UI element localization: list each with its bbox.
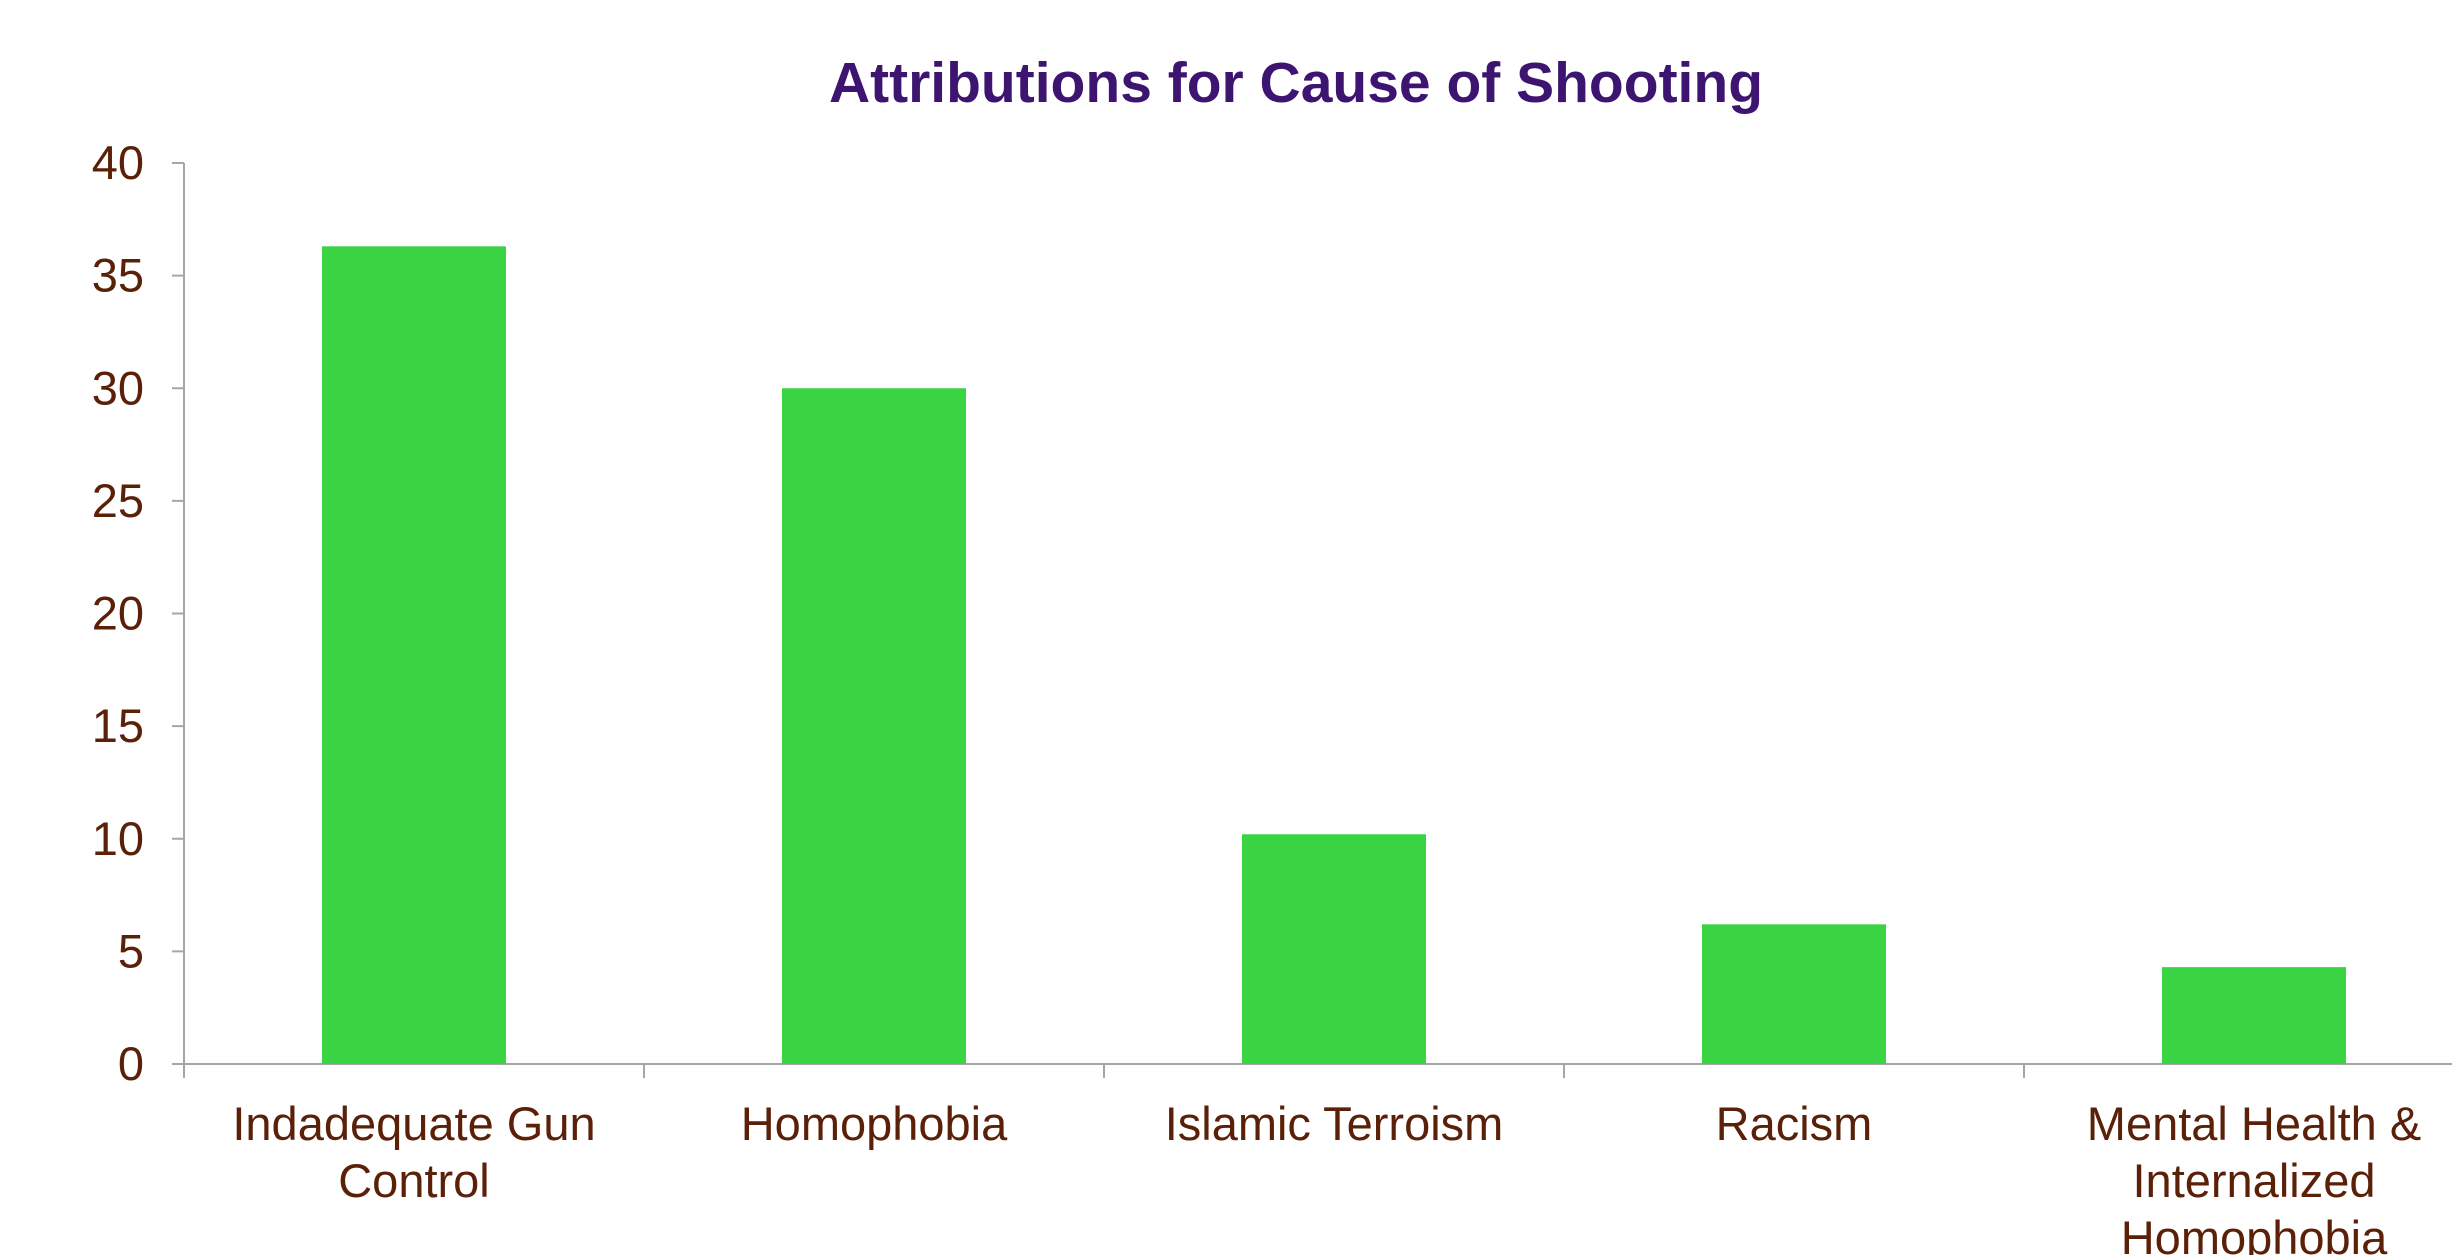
- x-axis: [183, 1063, 2452, 1078]
- category-label: Mental Health & Internalized Homophobia: [2087, 1097, 2421, 1255]
- bar: [2162, 967, 2346, 1064]
- category-label-line: Internalized: [2133, 1154, 2376, 1207]
- y-tick-label: 15: [92, 699, 144, 752]
- bar-series: [322, 246, 2346, 1064]
- y-tick-label: 30: [92, 361, 144, 414]
- y-tick-label: 10: [92, 812, 144, 865]
- category-label-line: Homophobia: [2121, 1211, 2388, 1255]
- bar: [1242, 834, 1426, 1064]
- category-label: Islamic Terroism: [1165, 1097, 1504, 1150]
- y-tick-label: 35: [92, 249, 144, 302]
- category-label-line: Control: [338, 1154, 490, 1207]
- category-label-line: Racism: [1716, 1097, 1873, 1150]
- chart-title: Attributions for Cause of Shooting: [829, 51, 1763, 115]
- bar: [782, 388, 966, 1064]
- category-label: Homophobia: [741, 1097, 1008, 1150]
- bar: [322, 246, 506, 1064]
- y-tick-label: 20: [92, 587, 144, 640]
- y-tick-label: 5: [118, 924, 144, 977]
- y-axis: 0 5 10 15 20 25 30 35 40: [92, 136, 185, 1090]
- y-tick-label: 25: [92, 474, 144, 527]
- category-label-line: Indadequate Gun: [232, 1097, 595, 1150]
- category-label-line: Islamic Terroism: [1165, 1097, 1504, 1150]
- category-label: Indadequate Gun Control: [232, 1097, 595, 1207]
- category-labels: Indadequate Gun Control Homophobia Islamic …: [232, 1097, 2421, 1260]
- bar: [1702, 924, 1886, 1064]
- category-label-line: Homophobia: [741, 1097, 1008, 1150]
- category-label: Racism: [1716, 1097, 1873, 1150]
- y-tick-label: 40: [92, 136, 144, 189]
- y-tick-label: 0: [118, 1037, 144, 1090]
- category-label-line: Mental Health &: [2087, 1097, 2421, 1150]
